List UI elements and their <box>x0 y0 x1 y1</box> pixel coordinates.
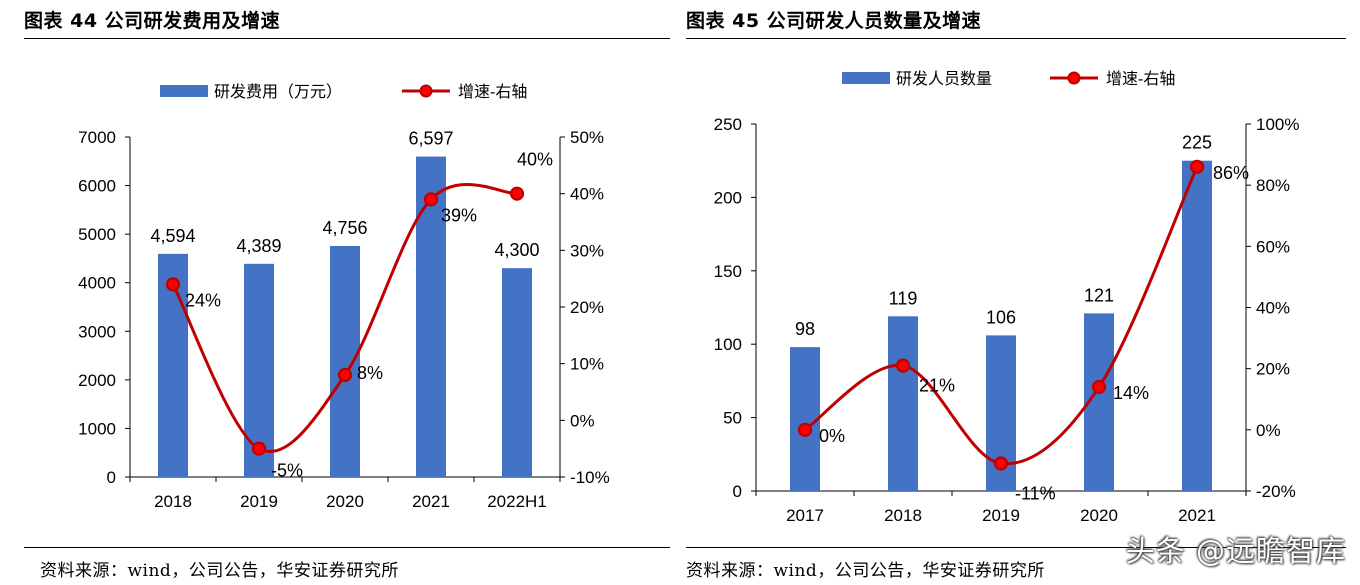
chart-44-footer-rule <box>24 547 670 548</box>
y-left-tick-label: 50 <box>723 409 742 428</box>
x-tick-label: 2017 <box>786 506 824 525</box>
y-left-tick-label: 6000 <box>78 177 116 196</box>
y-right-tick-label: 10% <box>570 355 604 374</box>
growth-marker <box>1189 159 1205 174</box>
y-right-tick-label: 40% <box>570 185 604 204</box>
chart-45-source: 资料来源：wind，公司公告，华安证券研究所 <box>686 561 1045 581</box>
x-tick-label: 2022H1 <box>487 492 547 511</box>
y-left-tick-label: 5000 <box>78 225 116 244</box>
y-right-tick-label: 80% <box>1256 176 1290 195</box>
bar <box>790 347 820 491</box>
watermark: 头条 @远瞻智库 <box>1125 534 1346 568</box>
growth-data-label: 0% <box>819 426 845 446</box>
y-right-tick-label: 40% <box>1256 299 1290 318</box>
bar <box>330 245 360 477</box>
growth-data-label: -11% <box>1015 483 1056 503</box>
growth-marker <box>509 186 525 201</box>
y-left-tick-label: 7000 <box>78 128 116 147</box>
growth-marker <box>251 441 267 456</box>
legend-bar-swatch <box>842 72 890 84</box>
rd-expense-chart: 研发费用（万元） 增速-右轴 0 1000 2000 3000 4000 5000 6000 70… <box>78 82 610 511</box>
bar-data-label: 106 <box>986 307 1016 327</box>
y-left-tick-label: 2000 <box>78 371 116 390</box>
x-tick-label: 2018 <box>884 506 922 525</box>
x-tick-label: 2018 <box>154 492 192 511</box>
y-right-tick-label: 60% <box>1256 237 1290 256</box>
y-left-tick-label: 250 <box>714 115 742 134</box>
chart-44-source: 资料来源：wind，公司公告，华安证券研究所 <box>40 561 399 581</box>
bar-data-label: 4,300 <box>494 240 539 260</box>
bar-data-label: 4,594 <box>150 226 195 246</box>
chart-45-title: 图表 45 公司研发人员数量及增速 <box>686 10 982 32</box>
chart-44-title-rule <box>24 38 670 39</box>
x-tick-label: 2020 <box>1080 506 1118 525</box>
y-right-tick-label: -10% <box>570 468 610 487</box>
y-right-tick-label: 50% <box>570 128 604 147</box>
bar-data-label: 225 <box>1182 133 1212 153</box>
growth-data-label: 14% <box>1113 383 1149 403</box>
growth-data-label: 21% <box>919 376 955 396</box>
bar-data-label: 121 <box>1084 285 1114 305</box>
legend-line-label: 增速-右轴 <box>458 82 527 101</box>
x-tick-label: 2021 <box>1178 506 1216 525</box>
legend-bar-label: 研发人员数量 <box>896 69 992 88</box>
x-tick-label: 2021 <box>412 492 450 511</box>
legend-line-label: 增速-右轴 <box>1106 69 1175 88</box>
bar <box>888 316 918 491</box>
y-right-tick-label: 20% <box>570 298 604 317</box>
growth-marker <box>423 192 439 207</box>
rd-staff-chart: 研发人员数量 增速-右轴 0 50 100 150 200 250 -20% 0% 20% 40% 60… <box>714 69 1300 525</box>
x-tick-label: 2019 <box>240 492 278 511</box>
bar <box>502 268 532 477</box>
growth-data-label: 8% <box>357 363 383 383</box>
y-left-tick-label: 0 <box>107 468 116 487</box>
y-right-tick-label: 0% <box>570 411 595 430</box>
bar-data-label: 119 <box>889 288 918 308</box>
growth-marker <box>993 456 1009 471</box>
y-right-tick-label: 0% <box>1256 421 1281 440</box>
x-tick-label: 2020 <box>326 492 364 511</box>
y-right-tick-label: 100% <box>1256 115 1299 134</box>
y-right-tick-label: -20% <box>1256 482 1296 501</box>
growth-data-label: 40% <box>517 150 553 170</box>
y-left-tick-label: 0 <box>733 482 742 501</box>
y-left-tick-label: 100 <box>714 335 742 354</box>
bar-data-label: 4,756 <box>322 218 367 238</box>
bar-data-label: 98 <box>795 319 815 339</box>
legend-bar-label: 研发费用（万元） <box>214 82 342 101</box>
y-left-tick-label: 1000 <box>78 419 116 438</box>
chart-45-footer-rule <box>686 547 1346 548</box>
bar-data-label: 6,597 <box>408 129 453 149</box>
y-left-tick-label: 150 <box>714 262 742 281</box>
y-left-tick-label: 4000 <box>78 274 116 293</box>
chart-44-title: 图表 44 公司研发费用及增速 <box>24 10 281 32</box>
growth-data-label: -5% <box>271 461 303 481</box>
growth-marker <box>337 367 353 383</box>
growth-data-label: 39% <box>441 205 477 225</box>
bar <box>1182 160 1212 491</box>
bar-data-label: 4,389 <box>236 236 281 256</box>
legend-line-marker <box>1067 71 1081 85</box>
growth-marker <box>895 358 911 373</box>
y-right-tick-label: 30% <box>570 241 604 260</box>
y-left-tick-label: 3000 <box>78 322 116 341</box>
growth-marker <box>165 277 181 292</box>
chart-45-title-rule <box>686 38 1346 39</box>
growth-data-label: 86% <box>1213 163 1249 183</box>
legend-bar-swatch <box>160 85 208 97</box>
growth-marker <box>797 422 813 437</box>
y-right-tick-label: 20% <box>1256 360 1290 379</box>
x-tick-label: 2019 <box>982 506 1020 525</box>
legend-line-marker <box>419 84 433 98</box>
growth-marker <box>1091 379 1107 395</box>
y-left-tick-label: 200 <box>714 188 742 207</box>
growth-data-label: 24% <box>185 290 221 310</box>
